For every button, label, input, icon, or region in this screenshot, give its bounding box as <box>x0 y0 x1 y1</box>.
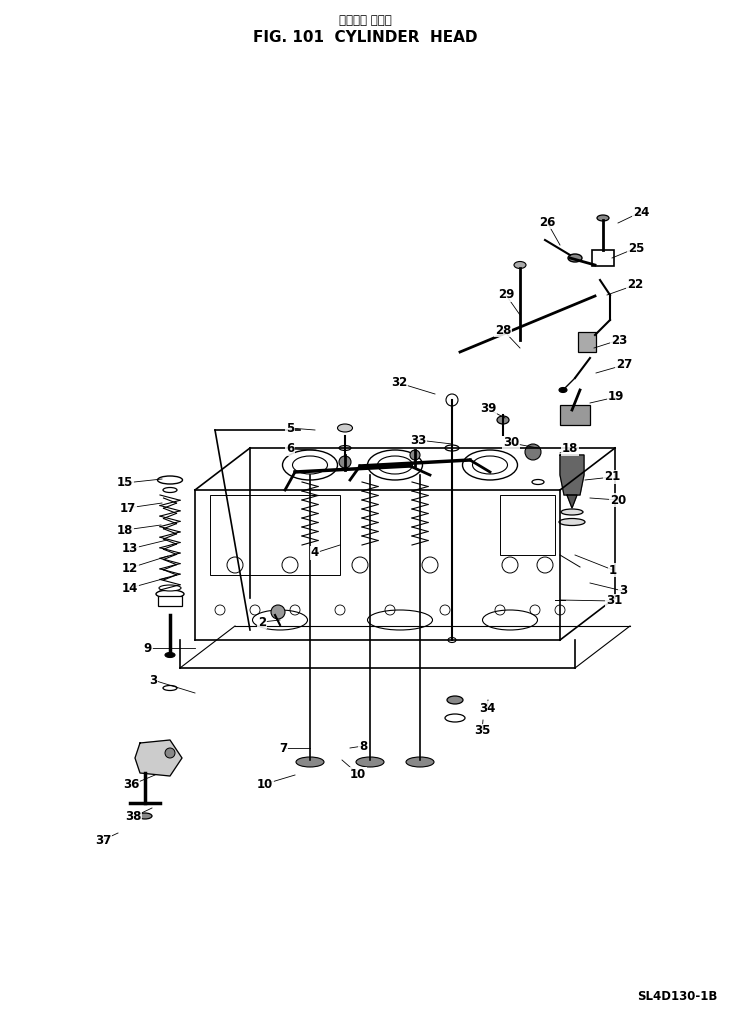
Ellipse shape <box>559 519 585 526</box>
Ellipse shape <box>356 757 384 767</box>
Text: 3: 3 <box>149 674 157 687</box>
Text: 30: 30 <box>503 436 519 449</box>
Circle shape <box>339 455 351 468</box>
Text: 15: 15 <box>117 477 133 489</box>
Text: FIG. 101  CYLINDER  HEAD: FIG. 101 CYLINDER HEAD <box>253 30 477 45</box>
Bar <box>578 332 596 352</box>
Text: 18: 18 <box>117 524 133 536</box>
Text: 20: 20 <box>610 493 626 506</box>
Ellipse shape <box>561 510 583 515</box>
Text: 4: 4 <box>311 546 319 559</box>
Text: 3: 3 <box>619 585 627 597</box>
Bar <box>500 495 555 555</box>
Text: 22: 22 <box>627 278 643 291</box>
Text: 31: 31 <box>606 594 622 607</box>
Text: 1: 1 <box>609 564 617 577</box>
Bar <box>210 495 340 575</box>
Ellipse shape <box>159 585 181 591</box>
Text: 24: 24 <box>633 206 649 218</box>
Text: 12: 12 <box>122 561 138 575</box>
Ellipse shape <box>447 696 463 704</box>
Circle shape <box>271 605 285 619</box>
Bar <box>560 405 590 425</box>
Text: 17: 17 <box>120 501 136 515</box>
Text: 13: 13 <box>122 542 138 555</box>
Ellipse shape <box>445 445 459 451</box>
Ellipse shape <box>448 638 456 643</box>
Text: 35: 35 <box>474 725 490 738</box>
Text: 2: 2 <box>258 615 266 629</box>
Ellipse shape <box>163 686 177 691</box>
Ellipse shape <box>406 757 434 767</box>
Polygon shape <box>135 740 182 776</box>
Text: 25: 25 <box>628 242 644 255</box>
Ellipse shape <box>156 590 184 598</box>
Ellipse shape <box>445 714 465 722</box>
Text: 10: 10 <box>257 777 273 791</box>
Ellipse shape <box>163 487 177 492</box>
Text: 14: 14 <box>122 582 138 594</box>
Circle shape <box>165 748 175 758</box>
Ellipse shape <box>559 387 567 392</box>
Text: 19: 19 <box>608 390 624 404</box>
Text: 26: 26 <box>539 215 556 228</box>
Text: SL4D130-1B: SL4D130-1B <box>637 990 718 1003</box>
Text: 7: 7 <box>279 742 287 754</box>
Text: 18: 18 <box>562 442 578 455</box>
Text: シリンダ ヘッド: シリンダ ヘッド <box>339 14 391 26</box>
Text: 38: 38 <box>125 810 141 823</box>
Ellipse shape <box>532 480 544 484</box>
Ellipse shape <box>597 215 609 221</box>
Text: 5: 5 <box>286 422 294 434</box>
Text: 36: 36 <box>123 779 139 792</box>
Polygon shape <box>567 495 577 508</box>
Bar <box>158 596 182 606</box>
Ellipse shape <box>138 813 152 819</box>
Bar <box>592 250 614 266</box>
Ellipse shape <box>158 476 182 484</box>
Ellipse shape <box>497 416 509 424</box>
Text: 28: 28 <box>495 323 511 336</box>
Ellipse shape <box>165 652 175 657</box>
Circle shape <box>410 450 420 460</box>
Text: 32: 32 <box>391 376 407 389</box>
Ellipse shape <box>339 445 351 450</box>
Text: 27: 27 <box>616 359 632 372</box>
Ellipse shape <box>568 254 582 262</box>
Text: 9: 9 <box>144 642 152 654</box>
Ellipse shape <box>514 262 526 268</box>
Text: 34: 34 <box>479 701 495 714</box>
Text: 39: 39 <box>480 403 496 416</box>
Circle shape <box>446 394 458 406</box>
Circle shape <box>525 444 541 460</box>
Text: 6: 6 <box>286 442 294 455</box>
Text: 23: 23 <box>611 333 627 346</box>
Text: 33: 33 <box>410 433 426 446</box>
Text: 37: 37 <box>95 834 111 847</box>
Polygon shape <box>560 455 584 495</box>
Text: 8: 8 <box>359 740 367 752</box>
Ellipse shape <box>296 757 324 767</box>
Text: 29: 29 <box>498 288 514 302</box>
Ellipse shape <box>337 424 353 432</box>
Text: 21: 21 <box>604 471 620 483</box>
Text: 10: 10 <box>350 767 366 781</box>
